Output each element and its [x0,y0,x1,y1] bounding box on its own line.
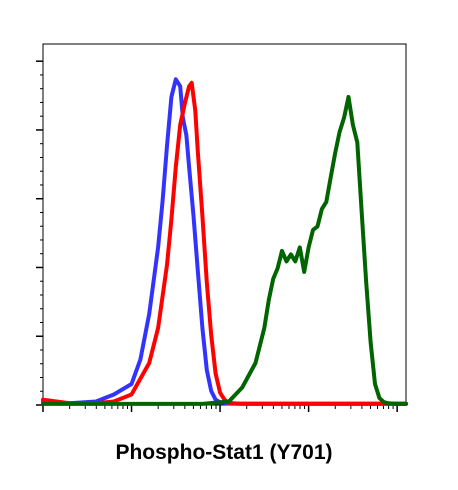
series-line-1 [41,77,408,406]
series-line-3 [41,94,408,406]
x-axis-label: Phospho-Stat1 (Y701) [115,441,332,464]
plot-frame [42,43,407,406]
series-group [41,77,408,406]
series-line-2 [41,80,408,406]
